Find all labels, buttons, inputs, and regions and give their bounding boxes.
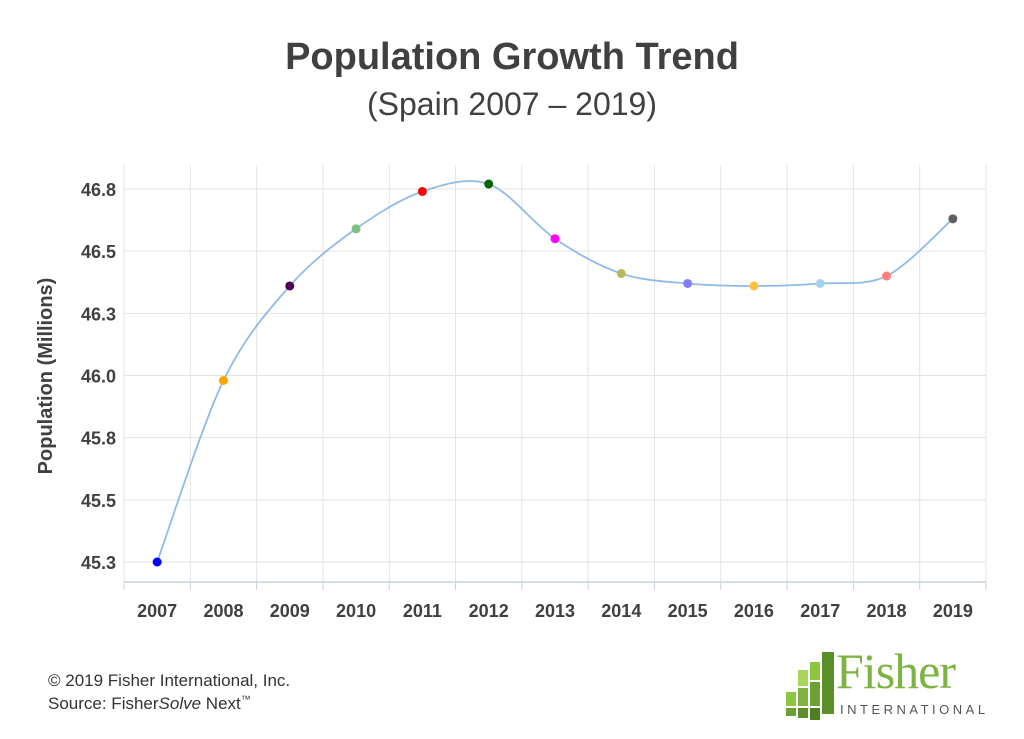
x-tick-label: 2007 [137, 601, 177, 621]
logo-wordmark: Fisher [836, 643, 956, 699]
x-tick-label: 2018 [867, 601, 907, 621]
grid-lines [123, 165, 987, 582]
data-point-2012[interactable] [484, 179, 494, 189]
data-point-2008[interactable] [218, 375, 228, 385]
chart-subtitle: (Spain 2007 – 2019) [367, 86, 657, 122]
y-tick-labels: 45.3 45.5 45.8 46.0 46.3 46.5 46.8 [81, 180, 116, 573]
source-text: Source: FisherSolve Next™ [48, 694, 251, 714]
axes [123, 581, 987, 590]
data-point-2007[interactable] [152, 557, 162, 567]
x-tick-label: 2008 [203, 601, 243, 621]
x-tick-label: 2013 [535, 601, 575, 621]
x-tick-label: 2011 [403, 601, 442, 621]
trademark-symbol: ™ [240, 694, 251, 706]
data-point-2018[interactable] [882, 271, 892, 281]
x-tick-label: 2012 [469, 601, 509, 621]
logo-subtext: INTERNATIONAL [840, 702, 989, 717]
y-tick-label: 45.3 [81, 553, 116, 573]
y-tick-label: 46.5 [81, 242, 116, 262]
x-tick-label: 2017 [800, 601, 840, 621]
y-tick-label: 45.8 [81, 429, 116, 449]
x-tick-label: 2009 [270, 601, 310, 621]
y-tick-label: 46.0 [81, 367, 116, 387]
x-tick-label: 2019 [933, 601, 973, 621]
source-prefix: Source: Fisher [48, 694, 159, 713]
data-point-2016[interactable] [749, 281, 759, 291]
y-tick-label: 45.5 [81, 491, 116, 511]
x-tick-label: 2015 [668, 601, 708, 621]
x-tick-label: 2014 [601, 601, 641, 621]
source-italic: Solve [158, 694, 202, 713]
data-point-2013[interactable] [550, 234, 560, 244]
data-point-2014[interactable] [616, 269, 626, 279]
data-point-2019[interactable] [948, 214, 958, 224]
y-tick-label: 46.8 [81, 180, 116, 200]
chart-title: Population Growth Trend [285, 36, 739, 78]
data-point-2017[interactable] [815, 278, 825, 288]
data-point-2011[interactable] [417, 186, 427, 196]
fisher-logo-mark [786, 652, 834, 720]
data-point-2009[interactable] [285, 281, 295, 291]
line-chart: 2007 2008 2009 2010 2011 2012 2013 2014 2015 2016… [35, 165, 987, 621]
data-point-2010[interactable] [351, 224, 361, 234]
y-axis-label: Population (Millions) [35, 278, 57, 475]
x-tick-label: 2010 [336, 601, 376, 621]
x-tick-labels: 2007 2008 2009 2010 2011 2012 2013 2014 2015 2016… [137, 601, 973, 621]
copyright-text: © 2019 Fisher International, Inc. [48, 671, 291, 690]
data-points [152, 179, 958, 567]
data-point-2015[interactable] [683, 278, 693, 288]
x-tick-label: 2016 [734, 601, 774, 621]
source-suffix: Next [201, 694, 241, 713]
y-tick-label: 46.3 [81, 304, 116, 324]
